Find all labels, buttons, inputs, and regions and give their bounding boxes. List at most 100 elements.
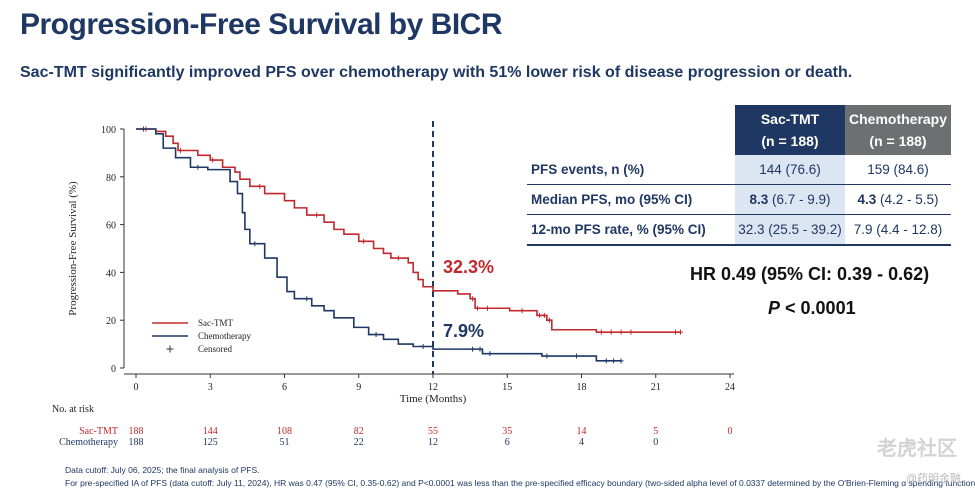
censor-mark xyxy=(618,358,624,364)
x-tick-label: 3 xyxy=(208,382,213,393)
legend-label: Sac-TMT xyxy=(198,318,233,328)
censor-mark xyxy=(304,296,310,302)
censor-mark xyxy=(314,212,320,218)
censor-mark xyxy=(140,126,146,132)
censor-mark xyxy=(574,353,580,359)
x-tick-label: 18 xyxy=(577,382,587,393)
at-risk-value: 22 xyxy=(354,437,364,448)
censor-mark xyxy=(484,305,490,311)
chemo-value: 159 (84.6) xyxy=(845,155,952,185)
chemo-value: 4.3 (4.2 - 5.5) xyxy=(845,184,952,215)
censor-mark xyxy=(678,329,683,335)
x-tick-label: 0 xyxy=(134,382,139,393)
y-tick-label: 40 xyxy=(106,268,116,279)
at-risk-value: 108 xyxy=(277,426,292,437)
hazard-ratio: HR 0.49 (95% CI: 0.39 - 0.62) xyxy=(690,264,930,284)
censor-mark xyxy=(257,183,263,189)
sac-tmt-12mo-annotation: 32.3% xyxy=(443,257,494,277)
censor-mark xyxy=(673,329,679,335)
censor-mark xyxy=(608,329,614,335)
sac-value: 8.3 (6.7 - 9.9) xyxy=(735,184,845,215)
footnote-cutoff: Data cutoff: July 06, 2025; the final an… xyxy=(65,465,260,475)
censor-mark xyxy=(544,353,550,359)
watermark-handle: @药明金融 xyxy=(905,473,961,485)
censor-mark xyxy=(618,329,624,335)
table-header-chemo: Chemotherapy (n = 188) xyxy=(845,105,952,155)
censor-mark xyxy=(470,346,476,352)
table-header-blank xyxy=(527,105,735,155)
censor-mark xyxy=(611,358,617,364)
x-tick-label: 15 xyxy=(502,382,512,393)
at-risk-value: 144 xyxy=(203,426,218,437)
chemo-value: 7.9 (4.4 - 12.8) xyxy=(845,214,952,246)
at-risk-row-label: Chemotherapy xyxy=(59,437,118,448)
table-row: 12-mo PFS rate, % (95% CI) 32.3 (25.5 - … xyxy=(527,214,952,246)
at-risk-value: 188 xyxy=(129,426,144,437)
y-tick-label: 100 xyxy=(101,125,116,136)
censor-mark xyxy=(373,332,379,338)
x-tick-label: 21 xyxy=(651,382,661,393)
y-tick-label: 20 xyxy=(106,316,116,327)
y-tick-label: 60 xyxy=(106,221,116,232)
legend-label: Censored xyxy=(198,344,232,354)
row-label: Median PFS, mo (95% CI) xyxy=(527,184,735,215)
at-risk-value: 188 xyxy=(129,437,144,448)
censor-mark xyxy=(603,358,609,364)
page-title: Progression-Free Survival by BICR xyxy=(20,8,503,41)
table-row: PFS events, n (%) 144 (76.6) 159 (84.6) xyxy=(527,155,952,185)
chemotherapy-curve xyxy=(136,128,622,362)
sac-value: 32.3 (25.5 - 39.2) xyxy=(735,214,845,246)
sac-value: 144 (76.6) xyxy=(735,155,845,185)
censor-mark xyxy=(536,312,542,318)
at-risk-value: 55 xyxy=(428,426,438,437)
censor-mark xyxy=(519,308,525,314)
at-risk-value: 12 xyxy=(428,437,438,448)
censor-mark xyxy=(361,238,367,244)
y-tick-label: 80 xyxy=(106,173,116,184)
y-tick-label: 0 xyxy=(111,364,116,375)
row-label: PFS events, n (%) xyxy=(527,155,735,185)
results-table: Sac-TMT (n = 188) Chemotherapy (n = 188) P… xyxy=(527,105,952,246)
at-risk-value: 6 xyxy=(505,437,510,448)
at-risk-value: 5 xyxy=(653,426,658,437)
at-risk-row-label: Sac-TMT xyxy=(79,426,118,437)
footnote-interim: For pre-specified IA of PFS (data cutoff… xyxy=(65,478,975,488)
p-value: P < 0.0001 xyxy=(768,298,856,318)
censor-mark xyxy=(546,317,552,323)
at-risk-value: 4 xyxy=(579,437,584,448)
x-tick-label: 24 xyxy=(725,382,735,393)
at-risk-value: 51 xyxy=(280,437,290,448)
at-risk-value: 82 xyxy=(354,426,364,437)
censor-mark xyxy=(487,351,493,357)
watermark: 老虎社区 xyxy=(877,438,957,460)
y-axis-title: Progression-Free Survival (%) xyxy=(67,181,79,316)
at-risk-value: 0 xyxy=(728,426,733,437)
censor-mark xyxy=(420,343,426,349)
chemo-12mo-annotation: 7.9% xyxy=(443,321,484,341)
table-header-sac: Sac-TMT (n = 188) xyxy=(735,105,845,155)
censor-mark xyxy=(541,312,547,318)
censor-mark xyxy=(395,255,401,261)
at-risk-value: 125 xyxy=(203,437,218,448)
censor-mark xyxy=(477,346,483,352)
x-axis-title: Time (Months) xyxy=(400,393,467,405)
at-risk-value: 0 xyxy=(653,437,658,448)
sac-tmt-curve xyxy=(136,128,681,333)
censor-mark xyxy=(628,329,634,335)
censor-mark xyxy=(210,157,216,163)
censor-mark xyxy=(178,148,184,154)
x-tick-label: 12 xyxy=(428,382,438,393)
table-header-row: Sac-TMT (n = 188) Chemotherapy (n = 188) xyxy=(527,105,952,155)
at-risk-value: 14 xyxy=(577,426,587,437)
censor-mark xyxy=(475,305,481,311)
page-subtitle: Sac-TMT significantly improved PFS over … xyxy=(20,64,853,81)
table-row: Median PFS, mo (95% CI) 8.3 (6.7 - 9.9) … xyxy=(527,184,952,215)
censor-mark xyxy=(470,296,476,302)
at-risk-title: No. at risk xyxy=(52,404,94,415)
censor-mark xyxy=(252,241,258,247)
censor-mark xyxy=(195,164,201,170)
censor-mark xyxy=(598,329,604,335)
at-risk-value: 35 xyxy=(502,426,512,437)
legend-label: Chemotherapy xyxy=(198,331,251,341)
